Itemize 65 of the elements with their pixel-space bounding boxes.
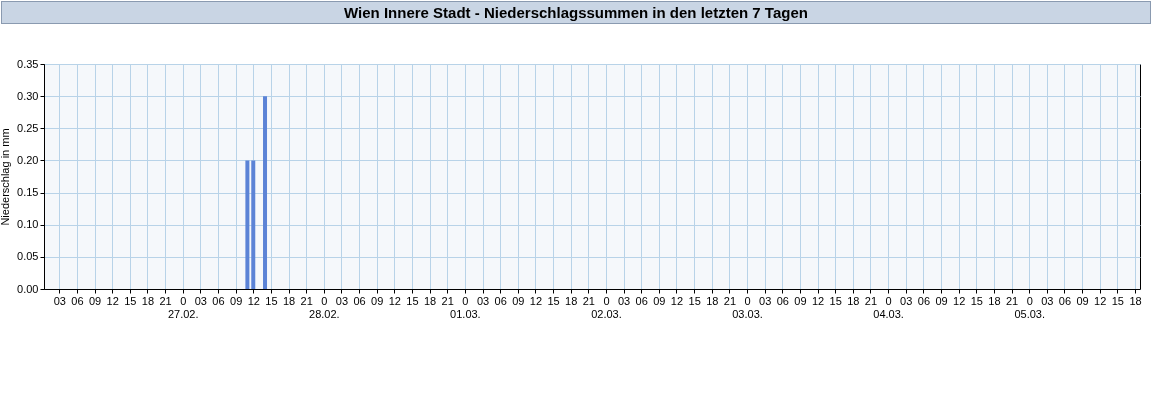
x-tick-label: 03 bbox=[194, 294, 207, 307]
x-tick-label: 15 bbox=[829, 294, 842, 307]
x-tick-label: 03 bbox=[759, 294, 772, 307]
x-tick-label: 15 bbox=[124, 294, 137, 307]
x-tick-label: 09 bbox=[371, 294, 384, 307]
x-tick-label: 18 bbox=[847, 294, 860, 307]
x-tick-label: 06 bbox=[212, 294, 225, 307]
x-tick-label: 03 bbox=[900, 294, 913, 307]
x-tick-label: 18 bbox=[988, 294, 1001, 307]
y-tick-label: 0.00 bbox=[17, 282, 39, 295]
x-tick-label: 06 bbox=[353, 294, 366, 307]
x-tick-label: 21 bbox=[441, 294, 454, 307]
x-tick-label: 18 bbox=[565, 294, 578, 307]
chart-title: Wien Innere Stadt - Niederschlagssummen in den letzten 7 Tagen bbox=[1, 1, 1151, 24]
x-tick-label: 03 bbox=[476, 294, 490, 307]
x-tick-label: 06 bbox=[776, 294, 789, 307]
x-tick-label: 06 bbox=[635, 294, 648, 307]
x-tick-label: 12 bbox=[953, 294, 966, 307]
x-tick-label: 09 bbox=[935, 294, 948, 307]
x-tick-label: 03 bbox=[53, 294, 66, 307]
x-tick-label: 15 bbox=[265, 294, 278, 307]
x-tick-label: 09 bbox=[512, 294, 525, 307]
x-tick-label: 12 bbox=[1094, 294, 1107, 307]
x-tick-label: 06 bbox=[1058, 294, 1072, 307]
y-tick-label: 0.30 bbox=[17, 89, 39, 102]
x-tick-label: 12 bbox=[247, 294, 260, 307]
x-tick-label: 09 bbox=[1076, 294, 1089, 307]
x-tick-label: 06 bbox=[917, 294, 931, 307]
y-tick-label: 0.20 bbox=[17, 153, 39, 166]
x-tick-label: 21 bbox=[582, 294, 595, 307]
x-tick-label: 09 bbox=[794, 294, 807, 307]
x-tick-label: 18 bbox=[282, 294, 296, 307]
y-tick-label: 0.35 bbox=[17, 57, 39, 70]
x-tick-label: 21 bbox=[864, 294, 878, 307]
x-tick-label: 09 bbox=[230, 294, 243, 307]
x-tick-label: 15 bbox=[970, 294, 983, 307]
x-tick-label: 18 bbox=[141, 294, 155, 307]
x-tick-label: 15 bbox=[1111, 294, 1124, 307]
y-tick-label: 0.25 bbox=[17, 121, 39, 134]
x-tick-label: 09 bbox=[653, 294, 666, 307]
x-tick-label: 09 bbox=[88, 294, 102, 307]
x-tick-label: 12 bbox=[529, 294, 543, 307]
x-tick-label: 06 bbox=[71, 294, 84, 307]
x-tick-label: 06 bbox=[494, 294, 507, 307]
x-tick-label: 12 bbox=[811, 294, 825, 307]
y-tick-label: 0.15 bbox=[17, 186, 39, 199]
x-tick-label: 21 bbox=[1005, 294, 1019, 307]
x-tick-label: 12 bbox=[670, 294, 684, 307]
y-axis-title: Niederschlag in mm bbox=[0, 128, 12, 226]
x-tick-label: 15 bbox=[688, 294, 701, 307]
x-tick-label: 18 bbox=[706, 294, 719, 307]
x-tick-label: 03 bbox=[335, 294, 349, 307]
x-tick-label: 18 bbox=[423, 294, 437, 307]
x-tick-label: 03 bbox=[617, 294, 631, 307]
x-tick-label: 15 bbox=[406, 294, 419, 307]
x-tick-label: 18 bbox=[1129, 294, 1142, 307]
x-tick-label: 12 bbox=[106, 294, 119, 307]
x-tick-label: 21 bbox=[723, 294, 737, 307]
y-tick-label: 0.05 bbox=[17, 250, 39, 263]
x-tick-label: 21 bbox=[159, 294, 172, 307]
x-tick-label: 12 bbox=[388, 294, 401, 307]
y-tick-label: 0.10 bbox=[17, 218, 39, 231]
x-tick-label: 03 bbox=[1041, 294, 1054, 307]
x-tick-label: 21 bbox=[300, 294, 313, 307]
x-tick-label: 15 bbox=[547, 294, 560, 307]
